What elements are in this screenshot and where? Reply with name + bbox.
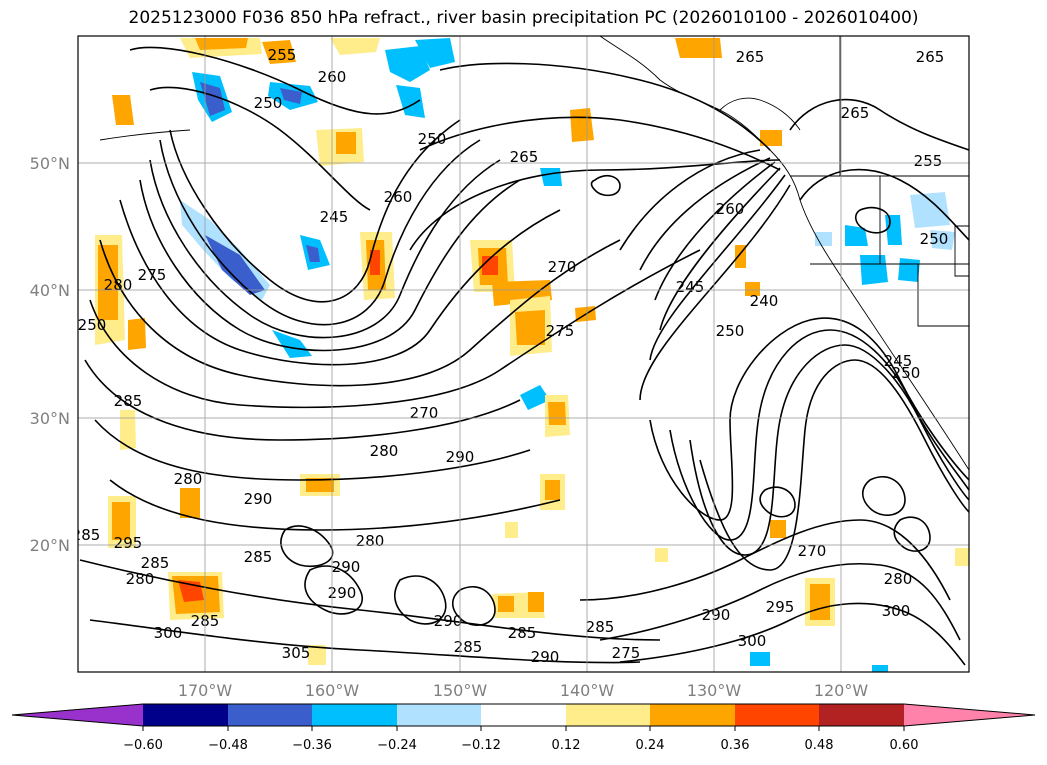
colorbar-tick-label: −0.24 bbox=[377, 738, 417, 753]
contour-label: 245 bbox=[884, 352, 913, 370]
contour-label: 280 bbox=[884, 570, 913, 588]
colorbar-segment bbox=[312, 704, 397, 726]
contour-label: 305 bbox=[282, 644, 311, 662]
contour-label: 290 bbox=[328, 584, 357, 602]
contour-label: 265 bbox=[510, 148, 539, 166]
lat-label-20n: 20°N bbox=[30, 536, 70, 555]
lon-label-160w: 160°W bbox=[305, 681, 360, 700]
colorbar: −0.60 −0.48 −0.36 −0.24 −0.12 0.12 0.24 … bbox=[11, 703, 1036, 753]
colorbar-tick-label: −0.12 bbox=[461, 738, 501, 753]
colorbar-segment bbox=[143, 704, 228, 726]
contour-label: 285 bbox=[586, 618, 615, 636]
contour-label: 300 bbox=[154, 624, 183, 642]
colorbar-segment bbox=[735, 704, 819, 726]
contour-label: 285 bbox=[454, 638, 483, 656]
lon-label-140w: 140°W bbox=[560, 681, 615, 700]
contour-label: 270 bbox=[548, 258, 577, 276]
contour-label: 285 bbox=[141, 554, 170, 572]
contour-label: 285 bbox=[114, 392, 143, 410]
contour-label: 295 bbox=[766, 598, 795, 616]
colorbar-tick-label: −0.48 bbox=[208, 738, 248, 753]
contour-label: 280 bbox=[370, 442, 399, 460]
contour-label: 275 bbox=[546, 322, 575, 340]
contour-label: 280 bbox=[126, 570, 155, 588]
colorbar-tick-label: 0.36 bbox=[721, 738, 750, 753]
colorbar-segment bbox=[397, 704, 481, 726]
colorbar-segment bbox=[819, 704, 904, 726]
lon-label-170w: 170°W bbox=[178, 681, 233, 700]
contour-label: 280 bbox=[174, 470, 203, 488]
colorbar-segment bbox=[650, 704, 735, 726]
colorbar-segment bbox=[481, 704, 566, 726]
contour-label: 285 bbox=[244, 548, 273, 566]
contour-label: 250 bbox=[78, 316, 107, 334]
contour-label: 280 bbox=[356, 532, 385, 550]
colorbar-tick-label: 0.24 bbox=[636, 738, 665, 753]
contour-label: 265 bbox=[916, 48, 945, 66]
contour-label: 300 bbox=[738, 632, 767, 650]
precip-anomaly-shading bbox=[95, 38, 969, 672]
lon-label-130w: 130°W bbox=[687, 681, 742, 700]
colorbar-tick-label: 0.60 bbox=[890, 738, 919, 753]
contour-label: 300 bbox=[882, 602, 911, 620]
contour-label: 290 bbox=[434, 612, 463, 630]
contour-label: 255 bbox=[268, 46, 297, 64]
lat-label-30n: 30°N bbox=[30, 409, 70, 428]
colorbar-tick-label: 0.12 bbox=[552, 738, 581, 753]
contour-label: 275 bbox=[612, 644, 641, 662]
contour-label: 250 bbox=[920, 230, 949, 248]
contour-label: 275 bbox=[138, 266, 167, 284]
contour-label: 250 bbox=[418, 130, 447, 148]
contour-label: 255 bbox=[914, 152, 943, 170]
contour-label: 250 bbox=[892, 364, 921, 382]
contour-label: 250 bbox=[716, 322, 745, 340]
contour-label: 270 bbox=[410, 404, 439, 422]
contour-label: 245 bbox=[320, 208, 349, 226]
colorbar-segment bbox=[566, 704, 650, 726]
coastlines bbox=[99, 36, 969, 471]
colorbar-tick-label: −0.60 bbox=[123, 738, 163, 753]
contour-label: 250 bbox=[254, 94, 283, 112]
contour-label: 290 bbox=[702, 606, 731, 624]
contour-label: 285 bbox=[508, 624, 537, 642]
contour-label: 270 bbox=[798, 542, 827, 560]
plot-frame bbox=[77, 35, 970, 673]
colorbar-segment-extend-low bbox=[12, 704, 143, 726]
graticule bbox=[78, 36, 969, 672]
refractivity-contours bbox=[79, 46, 969, 666]
colorbar-segment-extend-high bbox=[904, 704, 1035, 726]
contour-label: 290 bbox=[332, 558, 361, 576]
contour-label: 240 bbox=[750, 292, 779, 310]
map-title: 2025123000 F036 850 hPa refract., river … bbox=[128, 8, 919, 28]
contour-label: 260 bbox=[716, 200, 745, 218]
contour-label: 265 bbox=[841, 104, 870, 122]
lon-label-150w: 150°W bbox=[433, 681, 488, 700]
colorbar-tick-label: 0.48 bbox=[805, 738, 834, 753]
contour-label: 245 bbox=[676, 278, 705, 296]
lon-label-120w: 120°W bbox=[814, 681, 869, 700]
contour-label: 290 bbox=[531, 648, 560, 666]
contour-label: 260 bbox=[384, 188, 413, 206]
lat-label-40n: 40°N bbox=[30, 281, 70, 300]
contour-label: 280 bbox=[104, 276, 133, 294]
contour-label: 295 bbox=[114, 534, 143, 552]
contour-label: 265 bbox=[736, 48, 765, 66]
contour-label: 290 bbox=[244, 490, 273, 508]
colorbar-segment bbox=[228, 704, 312, 726]
contour-label: 285 bbox=[72, 526, 101, 544]
lat-label-50n: 50°N bbox=[30, 154, 70, 173]
contour-label-group: 255 260 250 265 265 265 250 260 245 270 … bbox=[72, 46, 949, 666]
colorbar-tick-label: −0.36 bbox=[292, 738, 332, 753]
